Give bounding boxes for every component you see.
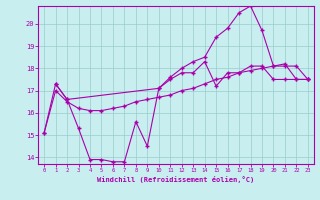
X-axis label: Windchill (Refroidissement éolien,°C): Windchill (Refroidissement éolien,°C) bbox=[97, 176, 255, 183]
